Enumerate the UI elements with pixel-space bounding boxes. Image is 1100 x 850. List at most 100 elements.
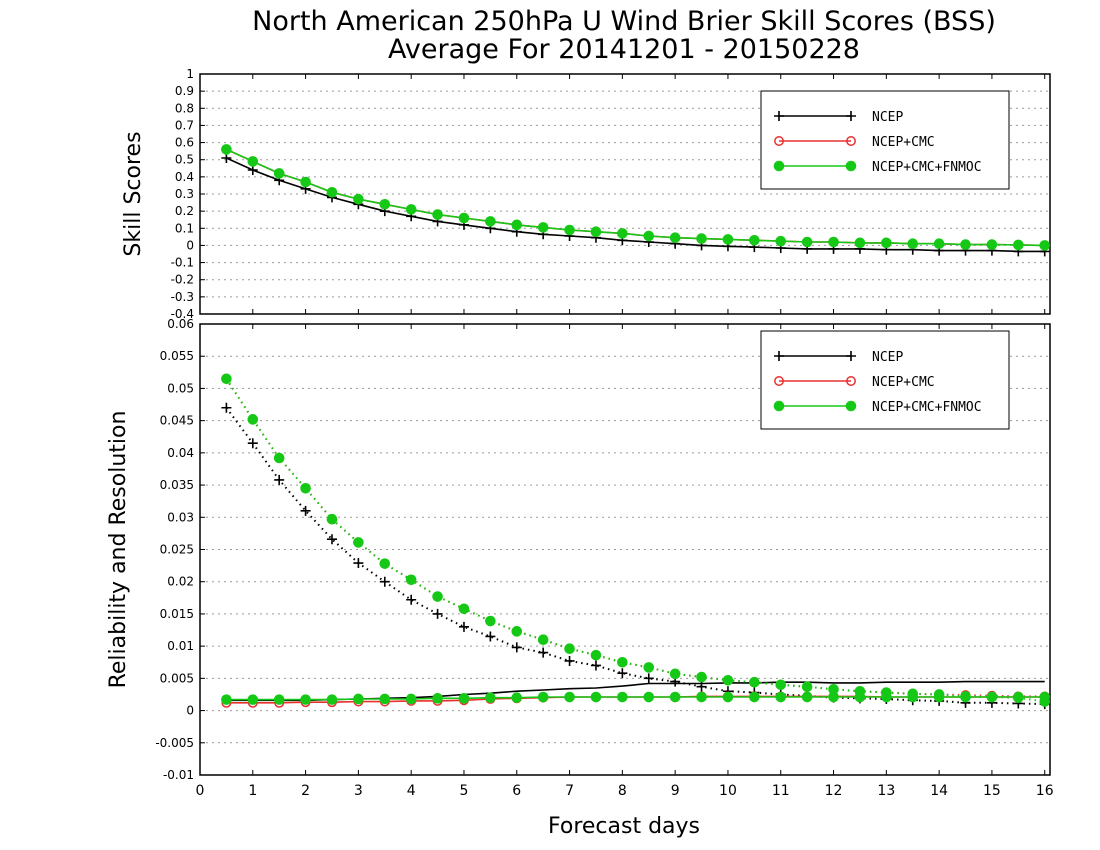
y-tick-label: 0 <box>186 238 194 252</box>
data-point <box>590 649 602 661</box>
data-point <box>537 222 549 233</box>
y-tick-label: 0.055 <box>160 349 194 363</box>
data-point <box>247 156 259 167</box>
y-axis-label: Reliability and Resolution <box>106 411 131 689</box>
data-point <box>828 691 839 703</box>
data-point <box>353 693 364 705</box>
data-point <box>564 643 575 655</box>
x-axis-label: Forecast days <box>548 814 700 839</box>
legend-marker <box>774 136 784 146</box>
data-point <box>511 626 523 637</box>
data-point <box>511 219 523 231</box>
y-tick-label: 0.8 <box>175 101 194 115</box>
x-tick-label: 10 <box>719 783 737 799</box>
data-point <box>696 233 707 244</box>
data-point <box>696 671 707 683</box>
legend-box <box>760 90 1010 190</box>
y-tick-label: 0.4 <box>175 170 194 184</box>
y-tick-label: 0.06 <box>167 317 194 331</box>
x-tick-label: 15 <box>983 783 1001 799</box>
plot-frame <box>199 323 1051 776</box>
data-point <box>379 558 391 569</box>
data-point <box>300 505 311 516</box>
y-tick-label: 0.6 <box>175 136 194 150</box>
legend-label: NCEP+CMC+FNMOC <box>872 160 982 175</box>
data-point <box>353 537 364 548</box>
legend-marker <box>773 160 785 172</box>
data-point <box>485 692 496 703</box>
x-tick-label: 5 <box>460 783 469 799</box>
legend-label: NCEP+CMC+FNMOC <box>872 400 982 415</box>
data-point <box>801 681 813 693</box>
y-tick-label: 0.2 <box>175 204 194 218</box>
chart-title-line-1: North American 250hPa U Wind Brier Skill… <box>252 6 996 37</box>
data-point <box>432 591 443 602</box>
y-tick-label: 0.005 <box>160 671 194 685</box>
data-point <box>960 239 971 250</box>
data-point <box>300 482 311 494</box>
y-axis-label: Skill Scores <box>121 131 146 256</box>
legend-marker <box>774 376 784 386</box>
legend-marker <box>846 376 856 386</box>
data-point <box>669 691 681 703</box>
y-tick-label: 1 <box>186 67 194 81</box>
legend-label: NCEP <box>872 350 903 365</box>
chart-title-line-2: Average For 20141201 - 20150228 <box>388 34 860 65</box>
data-point <box>485 631 496 642</box>
data-point <box>564 224 575 236</box>
data-point <box>617 668 628 679</box>
data-point <box>643 662 655 673</box>
data-point <box>669 668 681 680</box>
data-point <box>775 679 787 691</box>
data-point <box>300 694 311 705</box>
y-tick-label: 0.01 <box>167 639 194 653</box>
data-point <box>511 642 522 653</box>
data-point <box>801 236 813 248</box>
y-tick-label: 0.035 <box>160 478 194 492</box>
data-point <box>353 558 364 569</box>
data-point <box>722 674 734 686</box>
y-tick-label: 0.015 <box>160 607 194 621</box>
data-point <box>722 691 734 703</box>
data-point <box>617 691 628 703</box>
legend-marker <box>773 400 785 412</box>
data-point <box>643 691 655 703</box>
series-line <box>225 378 1045 703</box>
data-point <box>854 237 866 249</box>
data-point <box>274 474 285 485</box>
data-point <box>485 216 496 227</box>
data-point <box>221 373 232 385</box>
legend-marker <box>774 351 784 361</box>
data-point <box>617 228 628 239</box>
data-point <box>1013 239 1024 251</box>
legend-label: NCEP <box>872 110 903 125</box>
data-point <box>617 656 628 668</box>
y-tick-label: 0.045 <box>160 414 194 428</box>
data-point <box>273 168 285 179</box>
data-point <box>458 603 470 615</box>
data-point <box>801 691 813 703</box>
data-point <box>300 176 311 188</box>
x-tick-label: 9 <box>671 783 680 799</box>
data-point <box>749 691 760 703</box>
data-point <box>854 691 866 703</box>
x-tick-label: 4 <box>407 783 416 799</box>
x-tick-label: 2 <box>301 783 310 799</box>
data-point <box>933 238 945 250</box>
legend-marker <box>774 111 784 121</box>
data-point <box>538 647 549 658</box>
series-line <box>225 407 1045 706</box>
data-point <box>1039 240 1051 251</box>
series-ncep-resolution <box>221 402 1050 710</box>
data-point <box>221 402 232 413</box>
x-tick-label: 13 <box>877 783 895 799</box>
x-tick-label: 12 <box>825 783 843 799</box>
data-point <box>881 237 892 249</box>
x-tick-label: 1 <box>248 783 257 799</box>
data-point <box>458 621 469 632</box>
series-ncep-cmc-fnmoc <box>221 144 1051 251</box>
data-point <box>221 144 232 155</box>
data-point <box>432 608 443 619</box>
data-point <box>458 693 470 704</box>
